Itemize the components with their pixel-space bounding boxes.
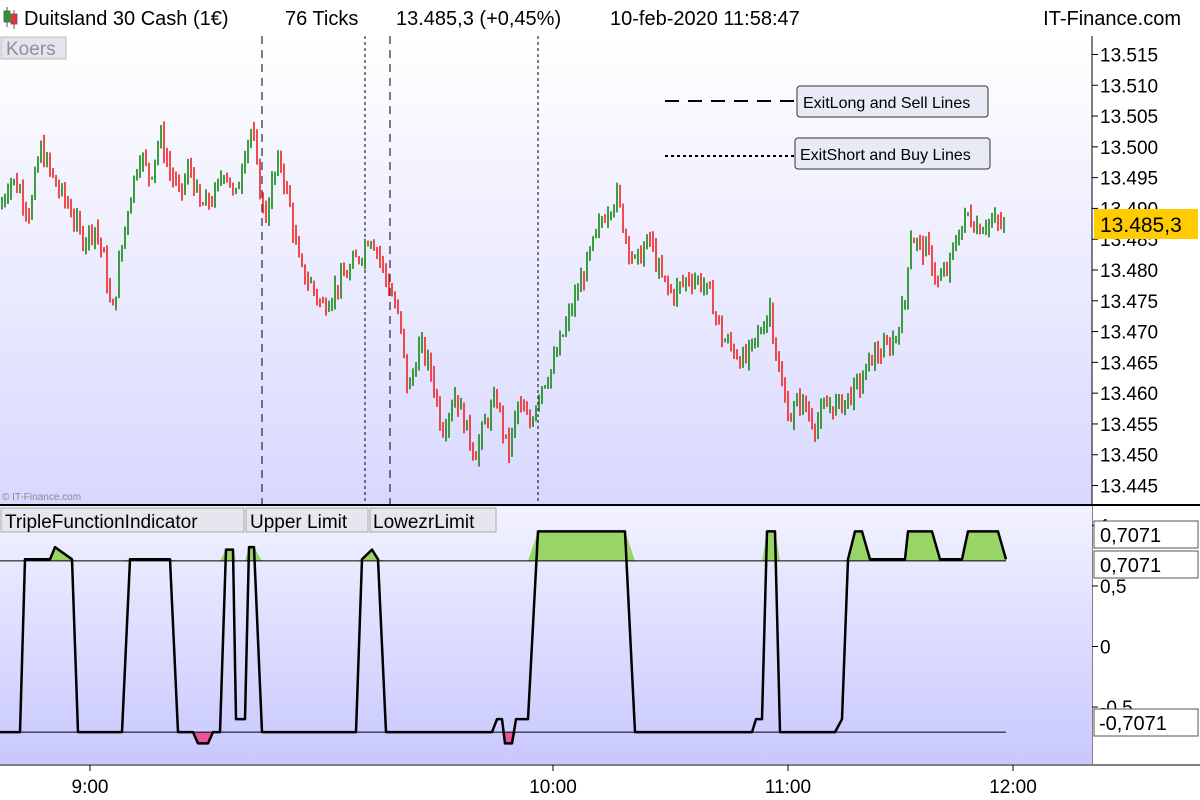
- price-tick-label: 13.445: [1100, 477, 1158, 498]
- current-price-box: [1094, 209, 1198, 239]
- period-label: 76 Ticks: [285, 8, 358, 30]
- brand: IT-Finance.com: [1043, 8, 1181, 30]
- price-tick-label: 13.505: [1100, 107, 1158, 128]
- price-tick-label: 13.470: [1100, 323, 1158, 344]
- x-axis-ticks: 9:00 10:00 11:00 12:00: [72, 765, 1037, 798]
- x-axis: [0, 765, 1200, 800]
- watermark: © IT-Finance.com: [2, 492, 81, 503]
- price-tick-label: 13.450: [1100, 446, 1158, 467]
- datetime: 10-feb-2020 11:58:47: [610, 8, 800, 30]
- price-change: 13.485,3 (+0,45%): [396, 8, 561, 30]
- price-tick-label: 13.515: [1100, 45, 1158, 66]
- panel-label-box: [0, 36, 67, 60]
- indicator-label-upper: Upper Limit: [250, 512, 348, 533]
- price-tick-label: 13.455: [1100, 415, 1158, 436]
- indicator-label-lower: LowezrLimit: [373, 512, 475, 533]
- indicator-plot: [0, 530, 1008, 745]
- indicator-labels: TripleFunctionIndicator Upper Limit Lowe…: [0, 507, 497, 533]
- current-price-label: 13.485,3: [1100, 214, 1182, 237]
- instrument-title: Duitsland 30 Cash (1€): [24, 8, 229, 30]
- lower-value-box: [1093, 708, 1199, 737]
- panel-label: Koers: [6, 39, 56, 60]
- price-tick-label: 13.475: [1100, 292, 1158, 313]
- lower-value-label: -0,7071: [1099, 713, 1167, 735]
- legend-label-exitlong: ExitLong and Sell Lines: [803, 95, 970, 112]
- legend: ExitLong and Sell Lines ExitShort and Bu…: [665, 85, 991, 170]
- x-tick-label: 11:00: [765, 777, 811, 798]
- indicator-tick-label: 0,5: [1100, 577, 1126, 598]
- candle-icon: [3, 7, 18, 29]
- indicator-line: [0, 530, 1008, 745]
- price-axis: [1092, 36, 1200, 504]
- price-tick-label: 13.480: [1100, 261, 1158, 282]
- upper-value-label: 0,7071: [1100, 525, 1161, 547]
- price-tick-label: 13.495: [1100, 169, 1158, 190]
- legend-label-exitshort: ExitShort and Buy Lines: [800, 147, 971, 164]
- indicator-positive-fill: [0, 531, 1006, 561]
- indicator-tick-label: 0: [1100, 638, 1111, 659]
- x-tick-label: 10:00: [529, 777, 577, 798]
- price-tick-label: 13.460: [1100, 384, 1158, 405]
- current-value-label: 0,7071: [1100, 555, 1161, 577]
- indicator-label-main: TripleFunctionIndicator: [5, 512, 198, 533]
- current-value-box: [1093, 550, 1199, 579]
- price-tick-label: 13.465: [1100, 353, 1158, 374]
- upper-value-box: [1093, 520, 1199, 549]
- x-tick-label: 12:00: [989, 777, 1037, 798]
- price-y-axis: 13.51513.51013.50513.50013.49513.49013.4…: [1092, 45, 1158, 498]
- x-tick-label: 9:00: [72, 777, 109, 798]
- price-candles: [1, 121, 1005, 467]
- legend-box-exitshort: [794, 137, 991, 170]
- legend-box-exitlong: [796, 85, 989, 118]
- header-bar: [0, 0, 1200, 35]
- price-tick-label: 13.510: [1100, 76, 1158, 97]
- price-tick-label: 13.500: [1100, 138, 1158, 159]
